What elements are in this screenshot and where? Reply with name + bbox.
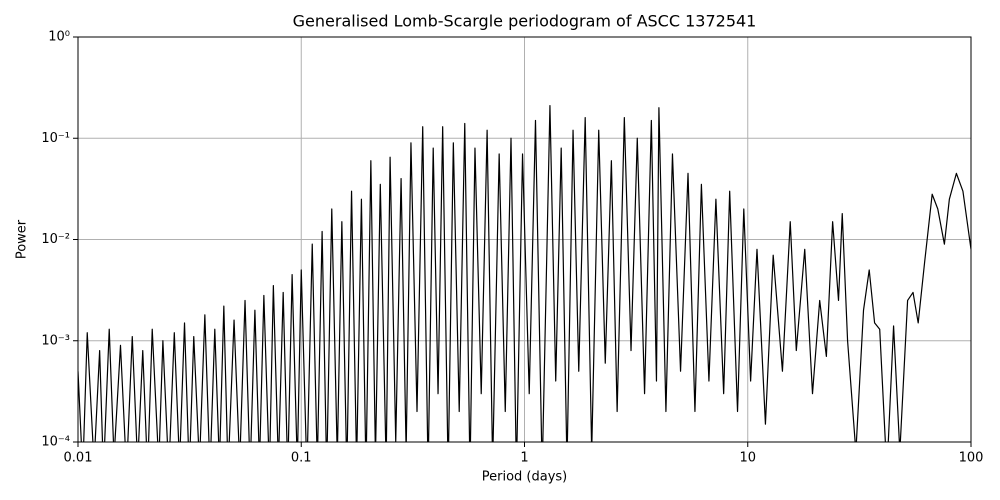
x-tick-label: 10 [739, 451, 756, 466]
x-tick-label: 0.1 [291, 451, 312, 466]
x-tick-label: 0.01 [64, 451, 93, 466]
plot-area [78, 105, 971, 442]
x-axis-label: Period (days) [482, 470, 568, 485]
x-tick-label: 100 [959, 451, 984, 466]
plot-frame [77, 36, 972, 443]
y-axis-label: Power [15, 219, 30, 259]
y-tick-label: 10⁻⁴ [41, 435, 70, 450]
chart-title: Generalised Lomb-Scargle periodogram of … [293, 12, 757, 31]
y-tick-label: 10⁻¹ [41, 131, 70, 146]
y-tick-label: 10⁰ [48, 30, 70, 45]
y-tick-label: 10⁻³ [41, 333, 70, 348]
x-tick-label: 1 [520, 451, 528, 466]
periodogram-line [78, 105, 971, 442]
y-tick-label: 10⁻² [41, 232, 70, 247]
